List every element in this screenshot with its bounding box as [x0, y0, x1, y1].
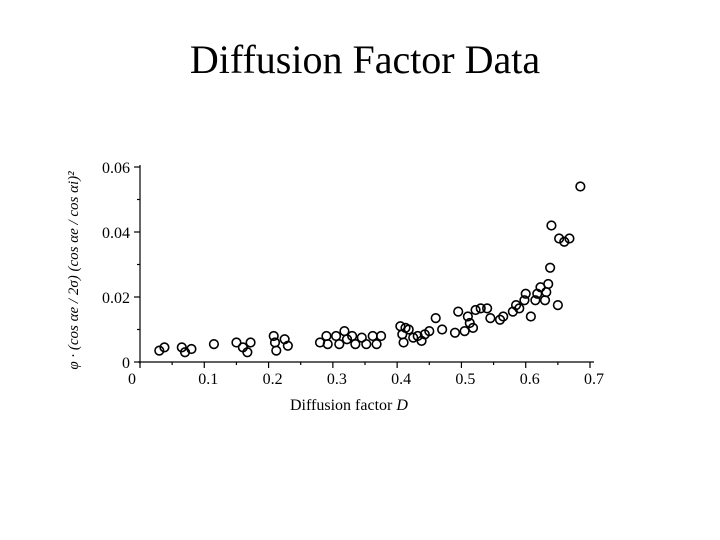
data-point [485, 313, 496, 324]
data-point [395, 321, 406, 332]
data-point [398, 337, 409, 348]
data-point [554, 233, 565, 244]
data-point [510, 300, 522, 311]
data-point [242, 347, 253, 358]
data-point [539, 295, 551, 306]
data-point [475, 303, 486, 314]
chart-axes: 0 0.02 0.04 0.06 0 0.1 0.2 0.3 0.4 0.5 0.6 0.7 [102, 160, 604, 388]
data-point [530, 295, 541, 306]
data-point [375, 330, 387, 342]
y-tick-label: 0.02 [102, 290, 130, 307]
x-tick-label: 0.7 [584, 371, 604, 388]
y-tick-label: 0.06 [102, 160, 130, 177]
data-point [459, 326, 470, 337]
data-point [564, 233, 575, 244]
data-point [437, 324, 448, 335]
data-point [367, 330, 378, 342]
data-point [231, 337, 242, 348]
data-point [482, 303, 493, 314]
data-point [494, 314, 506, 325]
data-point [159, 342, 170, 353]
data-point [470, 304, 481, 316]
data-points [154, 181, 586, 358]
data-point [330, 330, 342, 342]
data-point [543, 278, 554, 290]
data-point [424, 326, 435, 337]
data-point [559, 236, 570, 247]
data-point [245, 337, 256, 348]
data-point [462, 311, 473, 322]
data-point [449, 327, 461, 338]
slide-title: Diffusion Factor Data [189, 37, 541, 82]
data-point [467, 322, 479, 333]
data-point [545, 262, 556, 273]
data-point [525, 311, 536, 322]
data-point [552, 300, 563, 311]
data-point [268, 330, 279, 342]
data-point [546, 220, 557, 231]
x-tick-label: 0 [128, 371, 136, 388]
data-point [453, 306, 464, 317]
data-point [408, 332, 419, 343]
data-point [403, 324, 414, 335]
data-point [520, 288, 531, 299]
data-point [208, 339, 220, 350]
x-tick-label: 0.4 [391, 371, 411, 388]
x-axis-title: Diffusion factor D [290, 397, 408, 414]
y-axis-title: φ · (cos αe / 2σ) (cos αe / cos αi)² [66, 171, 82, 370]
y-tick-label: 0.04 [102, 225, 130, 242]
y-tick-label: 0 [122, 355, 130, 372]
data-point [334, 339, 345, 350]
data-point [498, 311, 509, 322]
y-axis-label: φ · (cos αe / 2σ) (cos αe / cos αi)² [66, 171, 82, 370]
data-point [350, 339, 361, 350]
data-point [186, 343, 197, 355]
x-tick-label: 0.2 [263, 371, 283, 388]
data-point [361, 339, 372, 350]
data-point [321, 330, 332, 342]
data-point [322, 339, 333, 350]
x-tick-label: 0.1 [198, 371, 218, 388]
data-point [519, 295, 530, 306]
data-point [575, 181, 586, 192]
data-point [430, 313, 441, 324]
data-point [282, 340, 293, 351]
data-point [271, 345, 282, 356]
x-tick-label: 0.3 [327, 371, 347, 388]
data-point [514, 303, 525, 314]
x-tick-label: 0.5 [455, 371, 475, 388]
data-point [371, 339, 382, 350]
x-tick-label: 0.6 [520, 371, 540, 388]
data-point [341, 334, 353, 345]
data-point [541, 287, 552, 298]
data-point [154, 345, 165, 356]
